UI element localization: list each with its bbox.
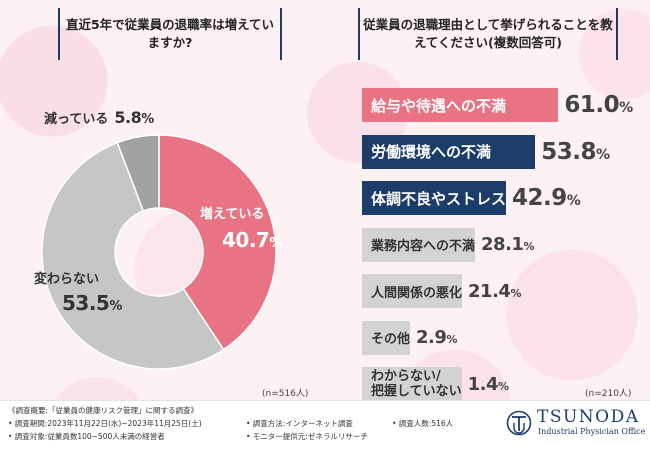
survey-footer	[0, 400, 650, 451]
bar-value-label: 53.8%	[541, 138, 611, 165]
survey-period: • 調査期間:2023年11月22日(水)~2023年11月25日(土)	[8, 419, 202, 428]
bar: 労働環境への不満	[362, 134, 536, 169]
bar: わからない/把握していない	[362, 367, 462, 401]
tsunoda-logo-icon	[506, 410, 532, 436]
survey-target: • 調査対象:従業員数100~500人未満の経営者	[8, 432, 165, 441]
bar: 業務内容への不満	[362, 227, 476, 262]
bar-value-label: 42.9%	[512, 185, 581, 211]
bar-label: 給与や待遇への不満	[371, 96, 507, 115]
bar-sample-size: (n=210人)	[585, 389, 632, 399]
bar-label: その他	[371, 332, 411, 347]
survey-overview: 《調査概要:「従業員の健康リスク管理」に関する調査》	[8, 406, 199, 415]
bar-value-label: 28.1%	[481, 234, 535, 255]
bar-label: 体調不良やストレス	[371, 189, 507, 208]
bar-row: わからない/把握していない 1.4%	[362, 367, 509, 401]
bar-value-label: 1.4%	[467, 373, 510, 395]
bar-row: その他 2.9%	[362, 320, 458, 355]
bar-row: 人間関係の悪化 21.4%	[362, 274, 521, 308]
slice-unchanged	[41, 141, 225, 370]
slice-label-increasing: 増えている 40.7%	[200, 207, 282, 252]
left-panel-title: 直近5年で従業員の退職率は増えていますか?	[58, 8, 282, 60]
bar-row: 体調不良やストレス 42.9%	[362, 181, 581, 215]
bar: その他	[362, 320, 411, 355]
logo-name: TSUNODA	[537, 407, 640, 427]
slice-decreasing	[116, 134, 160, 212]
slice-label-decreasing: 減っている 5.8%	[44, 108, 154, 127]
survey-monitor: • モニター提供元:ゼネラルリサーチ	[246, 432, 368, 441]
bar-label: 業務内容への不満	[371, 239, 476, 254]
bar-label: 把握していない	[371, 384, 462, 399]
bar-value-label: 21.4%	[468, 280, 522, 302]
bar-row: 労働環境への不満 53.8%	[362, 134, 611, 169]
bar-row: 業務内容への不満 28.1%	[362, 227, 535, 262]
bar: 体調不良やストレス	[362, 181, 507, 215]
bar: 人間関係の悪化	[362, 274, 463, 308]
pie-sample-size: (n=516人)	[262, 389, 309, 399]
right-panel-title: 従業員の退職理由として挙げられることを教えてください(複数回答可)	[358, 8, 618, 60]
bar-value-label: 61.0%	[564, 92, 634, 118]
slice-value-unchanged: 53.5	[62, 291, 110, 315]
bar-value-label: 2.9%	[416, 327, 458, 348]
survey-count: • 調査人数:516人	[392, 419, 454, 428]
bar-label: 人間関係の悪化	[371, 285, 463, 301]
slice-value-decreasing: 5.8	[114, 108, 142, 127]
bar-label: わからない/	[371, 369, 441, 384]
survey-method: • 調査方法:インターネット調査	[246, 419, 353, 428]
logo-subtitle: Industrial Physician Office	[538, 427, 646, 436]
slice-value-increasing: 40.7	[222, 228, 270, 252]
bar-row: 給与や待遇への不満 61.0%	[362, 88, 633, 122]
bar-label: 労働環境への不満	[371, 143, 492, 161]
bar: 給与や待遇への不満	[362, 88, 559, 122]
slice-label-unchanged: 変わらない 53.5%	[34, 272, 122, 315]
